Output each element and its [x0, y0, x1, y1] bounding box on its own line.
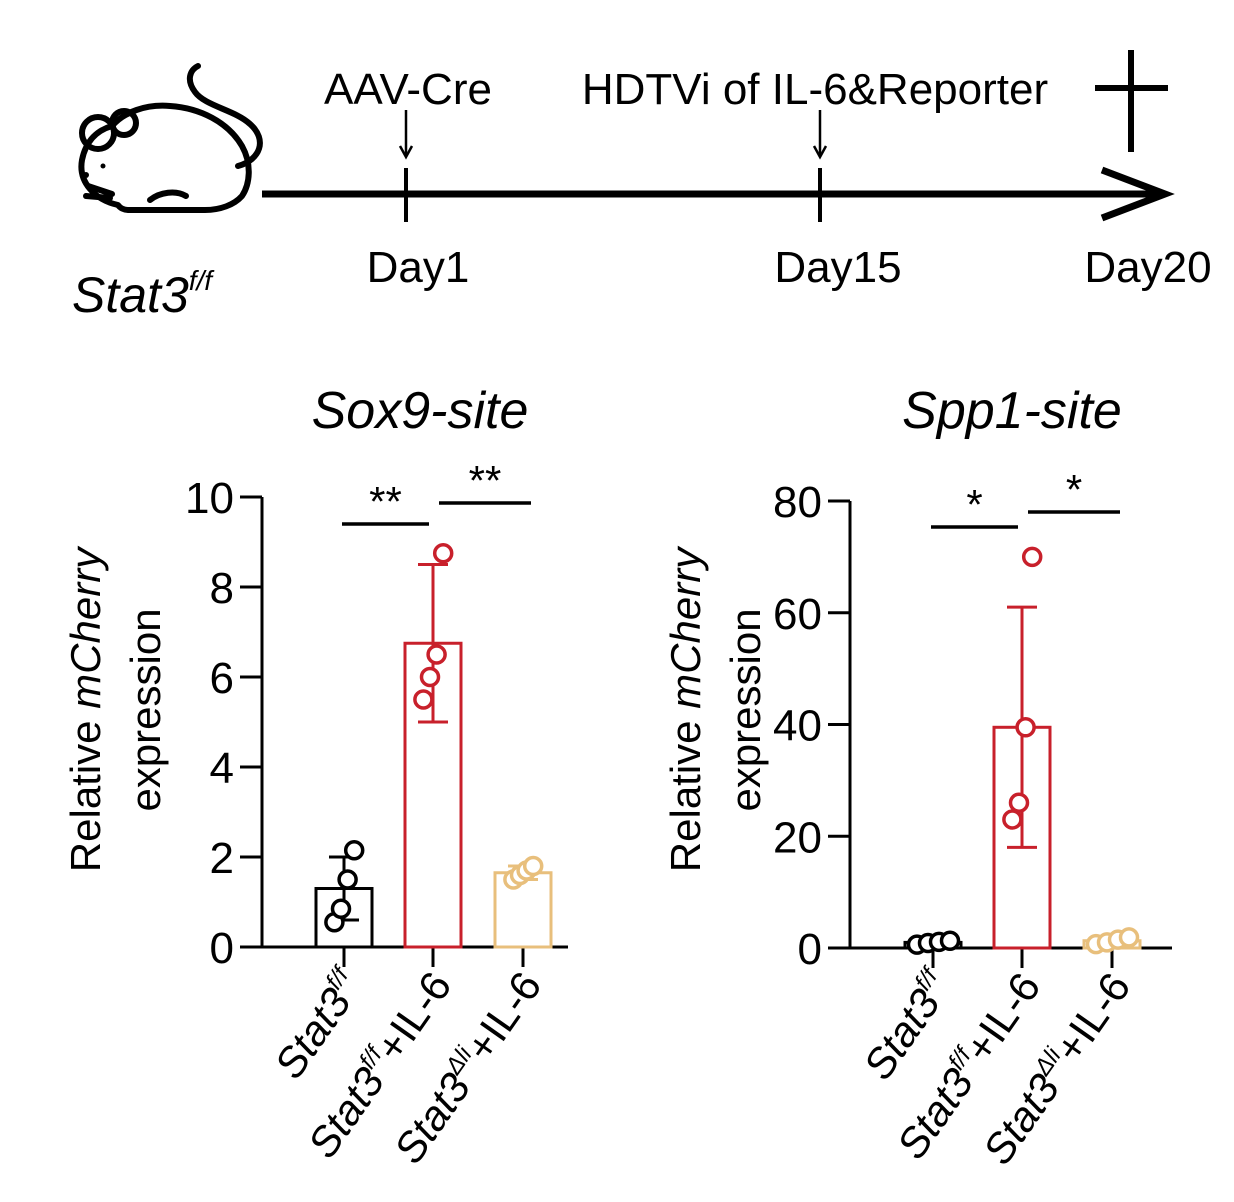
data-point	[522, 855, 544, 877]
data-point	[337, 869, 358, 890]
arrow-day15	[812, 110, 828, 160]
data-point	[432, 543, 454, 564]
event-label-hdtvi: HDTVi of IL-6&Reporter	[582, 65, 1048, 114]
y-axis-label-line1: Relative mCherry	[62, 545, 109, 872]
y-tick-label: 20	[773, 813, 822, 862]
data-point	[426, 644, 447, 665]
event-label-aav: AAV-Cre	[324, 65, 492, 114]
data-point	[1008, 792, 1030, 813]
arrow-day1	[398, 110, 414, 160]
mouse-label: Stat3f/f	[72, 265, 215, 323]
y-tick-label: 4	[210, 744, 234, 793]
y-tick-label: 6	[210, 654, 234, 703]
y-tick-label: 0	[210, 924, 234, 973]
y-axis-label-line2: expression	[122, 608, 169, 811]
day-label-20: Day20	[1084, 243, 1211, 292]
day-label-15: Day15	[774, 243, 901, 292]
chart-spp1-site: Spp1-site Relative mCherry expression 0 2…	[662, 382, 1172, 1173]
chart-sox9-site: Sox9-site Relative mCherry expression 0 2…	[62, 382, 568, 1172]
y-tick-label: 60	[773, 590, 822, 639]
chart-title: Spp1-site	[902, 382, 1122, 440]
y-tick-label: 40	[773, 702, 822, 751]
data-point	[1015, 717, 1036, 738]
chart-title: Sox9-site	[312, 382, 529, 440]
y-tick-label: 10	[185, 474, 234, 523]
y-axis-label-line2: expression	[722, 608, 769, 811]
data-point	[1021, 546, 1043, 568]
y-tick-label: 8	[210, 564, 234, 613]
significance-label: **	[469, 457, 502, 504]
timeline-panel: Stat3f/f AAV-Cre HDTVi of IL-6&Reporter …	[72, 50, 1212, 323]
significance-label: **	[369, 478, 402, 525]
data-point	[343, 840, 365, 861]
y-tick-label: 2	[210, 834, 234, 883]
data-point	[1118, 927, 1140, 948]
sacrifice-cross-icon	[1095, 50, 1168, 152]
day-label-1: Day1	[367, 243, 470, 292]
mouse-icon	[78, 63, 263, 213]
data-point	[1002, 809, 1023, 830]
y-tick-label: 80	[773, 478, 822, 527]
y-tick-label: 0	[798, 925, 822, 974]
significance-label: *	[1066, 466, 1082, 513]
significance-label: *	[966, 481, 982, 528]
data-point	[939, 930, 961, 951]
y-axis-label-line1: Relative mCherry	[662, 545, 709, 872]
data-point	[419, 666, 441, 688]
data-point	[330, 898, 352, 919]
data-point	[413, 689, 434, 710]
timeline-arrowhead	[1100, 166, 1175, 222]
